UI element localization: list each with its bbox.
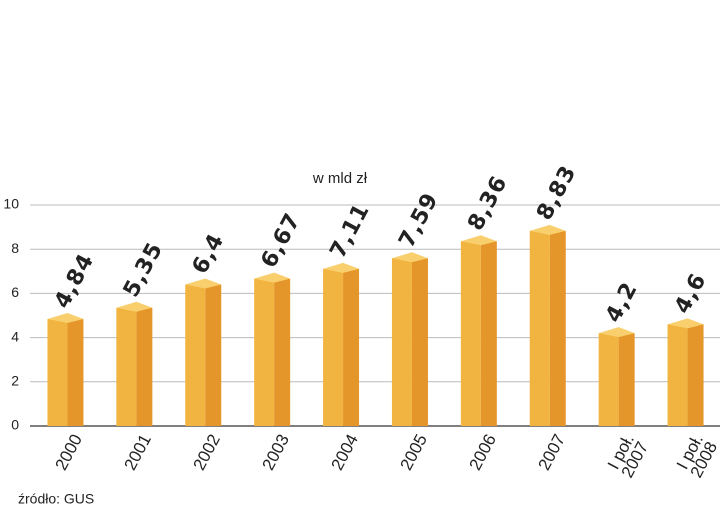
bar-side <box>136 307 153 426</box>
bar-side <box>67 319 84 426</box>
source: źródło: GUS <box>18 491 94 507</box>
y-tick-label: 8 <box>11 240 19 256</box>
bar-top <box>391 252 428 263</box>
y-tick-label: 6 <box>11 284 19 300</box>
bar <box>323 268 344 426</box>
bar-top <box>529 224 566 235</box>
bar-top <box>667 318 704 329</box>
y-tick-label: 10 <box>3 196 19 212</box>
bar-top <box>460 235 497 246</box>
y-tick-label: 4 <box>11 328 19 344</box>
bar-side <box>274 278 291 426</box>
bar-side <box>687 324 704 426</box>
bar <box>116 307 137 426</box>
value-label: 6,4 <box>188 229 230 278</box>
bar-top <box>47 313 84 324</box>
bar <box>254 278 275 426</box>
value-label: 8,36 <box>463 172 512 235</box>
bar-top <box>116 301 153 312</box>
bar-side <box>618 333 635 426</box>
bar-side <box>480 241 497 426</box>
value-label: 5,35 <box>119 238 168 301</box>
bar-side <box>343 268 360 426</box>
bar <box>460 241 481 426</box>
chart-title: w mld zł <box>312 170 368 187</box>
value-label: 7,59 <box>394 189 443 252</box>
bar-top <box>598 327 635 338</box>
bar <box>667 324 688 426</box>
value-label: 7,11 <box>326 199 375 262</box>
value-label: 4,2 <box>601 278 643 327</box>
bar <box>529 230 550 426</box>
bar-side <box>411 258 428 426</box>
y-tick-label: 0 <box>11 417 19 433</box>
bar <box>47 319 68 426</box>
value-label: 6,67 <box>257 209 306 272</box>
y-tick-label: 2 <box>11 373 19 389</box>
bar-top <box>254 272 291 283</box>
bar <box>598 333 619 426</box>
bar-top <box>185 278 222 289</box>
bar <box>391 258 412 426</box>
bar <box>185 284 206 426</box>
bar-top <box>323 262 360 273</box>
bar-side <box>205 284 222 426</box>
value-label: 4,84 <box>50 249 99 312</box>
bar-side <box>549 230 566 426</box>
value-label: 8,83 <box>532 161 581 224</box>
